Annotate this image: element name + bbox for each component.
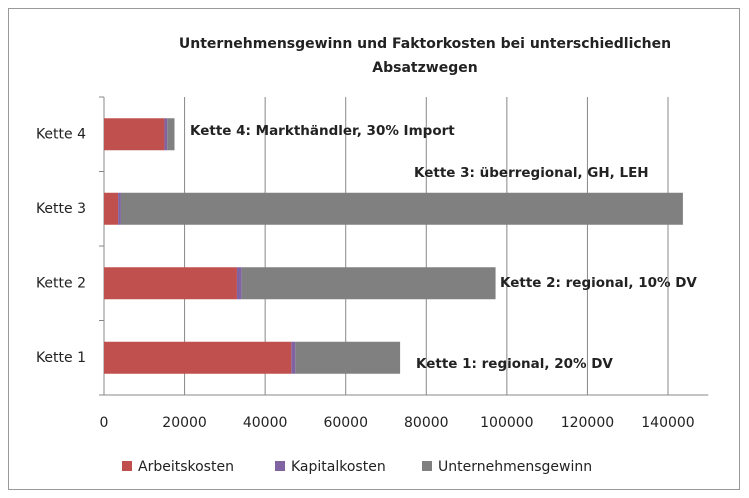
bar-segment — [104, 341, 292, 374]
legend-label: Unternehmensgewinn — [438, 459, 592, 475]
x-tick-label: 40000 — [243, 415, 288, 431]
legend-swatch — [422, 461, 432, 471]
bar-segment — [295, 341, 401, 374]
x-tick-label: 120000 — [561, 415, 614, 431]
x-tick-label: 100000 — [480, 415, 533, 431]
bar-segment — [120, 192, 683, 225]
x-tick-label: 20000 — [162, 415, 207, 431]
chart-border — [8, 8, 740, 490]
y-tick-label: Kette 4 — [36, 126, 86, 142]
bar-segment — [236, 267, 242, 300]
bar-segment — [104, 267, 237, 300]
annotation: Kette 2: regional, 10% DV — [500, 275, 697, 291]
x-tick-label: 80000 — [404, 415, 449, 431]
y-tick-label: Kette 1 — [36, 350, 86, 366]
x-tick-label: 140000 — [641, 415, 694, 431]
bar-segment — [104, 118, 165, 151]
x-tick-label: 0 — [100, 415, 109, 431]
y-tick-label: Kette 3 — [36, 201, 86, 217]
x-tick-label: 60000 — [323, 415, 368, 431]
annotation: Kette 4: Markthändler, 30% Import — [190, 123, 455, 139]
bar-segment — [104, 192, 119, 225]
bar-segment — [167, 118, 175, 151]
annotation: Kette 1: regional, 20% DV — [416, 356, 613, 372]
y-tick-label: Kette 2 — [36, 275, 86, 291]
legend-swatch — [122, 461, 132, 471]
bar-segment — [118, 192, 121, 225]
annotation: Kette 3: überregional, GH, LEH — [414, 165, 649, 181]
bar-segment — [291, 341, 296, 374]
legend-label: Kapitalkosten — [291, 459, 386, 475]
chart-title: Unternehmensgewinn und Faktorkosten bei … — [178, 36, 672, 76]
bar-segment — [164, 118, 168, 151]
legend-swatch — [275, 461, 285, 471]
bar-segment — [241, 267, 496, 300]
legend-label: Arbeitskosten — [138, 459, 234, 475]
